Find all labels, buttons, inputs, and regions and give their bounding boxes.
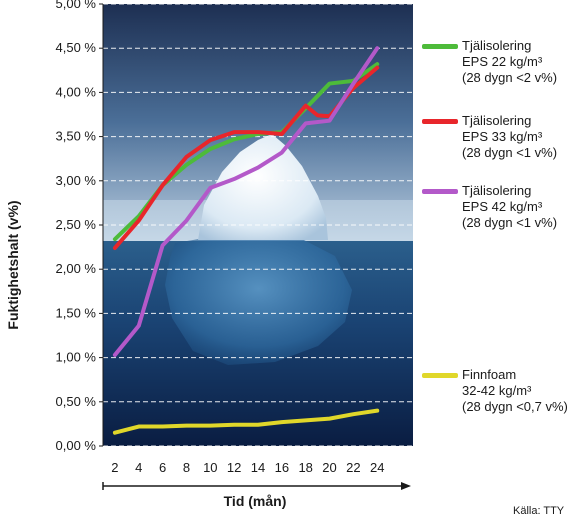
x-tick-label: 16 <box>275 460 289 475</box>
x-tick-label: 12 <box>227 460 241 475</box>
legend-label: Tjälisolering EPS 33 kg/m³ (28 dygn <1 v%) <box>462 113 558 160</box>
iceberg-above-water <box>198 134 328 240</box>
series-line-2 <box>112 65 380 250</box>
legend-swatch <box>422 373 458 378</box>
x-tick-labels: 2 4 6 8 10 12 14 16 18 20 22 24 <box>111 460 384 475</box>
legend-swatch <box>422 119 458 124</box>
x-axis-title: Tid (mån) <box>224 493 287 509</box>
x-tick-label: 6 <box>159 460 166 475</box>
x-axis-arrowhead <box>401 482 411 490</box>
y-tick-label: 2,50 % <box>56 217 97 232</box>
y-tick-label: 4,00 % <box>56 84 97 99</box>
x-tick-label: 22 <box>346 460 360 475</box>
y-tick-label: 0,50 % <box>56 394 97 409</box>
y-tick-labels: 0,00 % 0,50 % 1,00 % 1,50 % 2,00 % 2,50 % 3,00… <box>56 0 97 453</box>
x-tick-label: 18 <box>298 460 312 475</box>
series-line-3 <box>112 46 380 357</box>
x-tick-label: 2 <box>111 460 118 475</box>
grid-lines <box>103 3 413 447</box>
x-tick-label: 20 <box>322 460 336 475</box>
y-tick-label: 4,50 % <box>56 40 97 55</box>
y-tick-label: 1,50 % <box>56 305 97 320</box>
legend-label: Tjälisolering EPS 42 kg/m³ (28 dygn <1 v%) <box>462 183 558 230</box>
legend-label: Finnfoam 32-42 kg/m³ (28 dygn <0,7 v%) <box>462 367 568 414</box>
legend: Tjälisolering EPS 22 kg/m³ (28 dygn <2 v%)… <box>422 0 586 523</box>
x-tick-label: 4 <box>135 460 142 475</box>
x-tick-label: 8 <box>183 460 190 475</box>
y-tick-label: 2,00 % <box>56 261 97 276</box>
y-tick-label: 3,00 % <box>56 173 97 188</box>
x-tick-label: 14 <box>251 460 265 475</box>
x-tick-label: 10 <box>203 460 217 475</box>
x-tick-label: 24 <box>370 460 384 475</box>
legend-swatch <box>422 44 458 49</box>
axes <box>99 3 411 490</box>
y-tick-label: 1,00 % <box>56 350 97 365</box>
source-note: Källa: TTY <box>513 505 565 517</box>
y-axis-title: Fuktighetshalt (v%) <box>5 200 21 329</box>
legend-label: Tjälisolering EPS 22 kg/m³ (28 dygn <2 v%) <box>462 38 558 85</box>
series-lines <box>112 46 380 435</box>
iceberg-underwater <box>165 238 352 365</box>
y-tick-label: 0,00 % <box>56 438 97 453</box>
legend-swatch <box>422 189 458 194</box>
y-tick-label: 5,00 % <box>56 0 97 11</box>
series-line-4 <box>112 408 380 435</box>
y-tick-label: 3,50 % <box>56 129 97 144</box>
